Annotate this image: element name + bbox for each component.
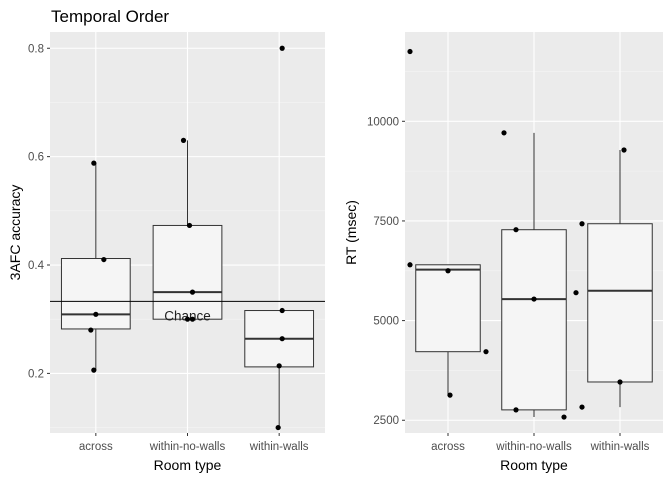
chart-panel-1: Chance 0.2 0.4 0.6 0.8 across within-no-walls w… [7,7,325,473]
x-tick-label: within-no-walls [149,441,226,453]
data-point [189,289,196,295]
data-point [483,349,489,355]
y-tick-label: 0.6 [28,152,44,164]
x-tick-label: within-walls [590,441,650,453]
y-tick-label: 0.8 [28,43,44,55]
data-point [579,221,585,227]
data-point [88,327,94,333]
y-tick-label: 5000 [373,316,399,328]
box-across [60,258,131,330]
data-point [91,367,97,373]
y-axis-title: RT (msec) [343,200,359,265]
data-point [617,379,623,385]
x-axis-title: Room type [154,457,222,473]
y-tick-label: 2500 [373,415,399,427]
data-point [91,160,97,166]
data-point [186,222,193,229]
data-point [513,407,519,413]
y-tick-label: 0.4 [28,260,45,272]
data-point [101,256,107,263]
data-point [279,45,285,51]
data-point [407,262,413,268]
data-point [180,137,187,143]
y-axis-title: 3AFC accuracy [7,185,23,281]
data-point [279,336,285,342]
data-point [573,290,579,296]
data-point [447,392,453,398]
x-tick-label: across [79,441,113,453]
x-axis-title: Room type [500,457,568,473]
data-point [407,48,413,55]
x-tick-label: across [431,441,465,453]
box-within-no-walls [501,229,567,411]
data-point [561,414,567,420]
y-tick-label: 0.2 [28,368,44,380]
data-point [279,307,285,314]
data-point [189,316,196,322]
data-point [275,424,281,431]
data-point [184,316,191,322]
box-across [415,264,481,353]
chance-label: Chance [164,308,211,323]
y-tick-label: 10000 [367,116,399,128]
chart-panel-2: 2500 5000 7500 10000 across within-no-walls wi… [343,32,663,473]
box-within-no-walls [152,224,223,320]
x-tick-label: within-no-walls [495,441,572,453]
data-point [276,363,282,369]
data-point [501,130,507,136]
y-tick-label: 7500 [373,216,399,228]
chart-title: Temporal Order [51,7,169,26]
x-tick-label: within-walls [249,441,309,453]
box-within-walls [587,223,653,383]
data-point [579,404,585,410]
data-point [513,227,519,233]
data-point [445,268,451,274]
data-point [93,311,99,317]
data-point [531,296,537,302]
data-point [621,147,627,153]
